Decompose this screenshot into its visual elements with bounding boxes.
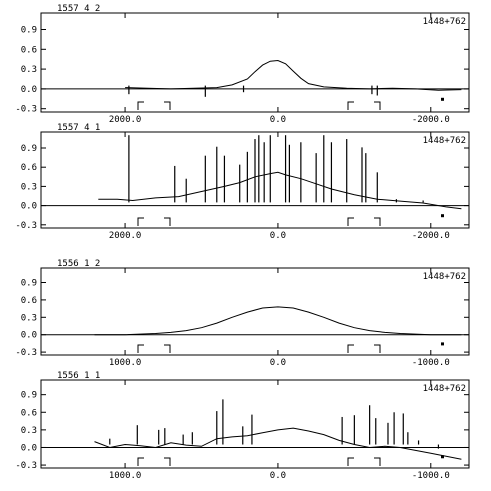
window-bracket [374, 457, 381, 466]
y-tick-label: 0.6 [21, 296, 37, 306]
window-bracket [374, 217, 381, 226]
source-label: 1448+762 [423, 17, 466, 27]
y-tick-label: 0.0 [21, 85, 37, 95]
x-tick-label: 0.0 [270, 115, 286, 125]
panel-header: 1556 1 1 [57, 371, 100, 381]
y-tick-label: 0.0 [21, 331, 37, 341]
y-tick-label: -0.3 [15, 348, 37, 358]
window-bracket [137, 457, 144, 466]
panel-header: 1556 1 2 [57, 259, 100, 269]
y-tick-label: -0.3 [15, 221, 37, 231]
x-tick-label: 2000.0 [109, 115, 142, 125]
y-tick-label: 0.0 [21, 443, 37, 453]
x-tick-label: -1000.0 [412, 471, 450, 481]
y-tick-label: -0.3 [15, 461, 37, 471]
x-tick-label: -2000.0 [412, 231, 450, 241]
end-marker [441, 97, 444, 101]
chart-panel-4: 1556 1 1 1448+762 -0.3 0.0 0.3 0.6 0.9 1000.0 0.… [15, 371, 470, 481]
window-bracket [164, 217, 171, 226]
y-tick-label: 0.9 [21, 279, 37, 289]
x-tick-label: -2000.0 [412, 115, 450, 125]
y-tick-label: 0.6 [21, 408, 37, 418]
window-bracket [347, 344, 354, 353]
plot-frame [40, 267, 470, 356]
end-marker [441, 342, 444, 346]
window-bracket [137, 217, 144, 226]
y-tick-label: 0.6 [21, 45, 37, 55]
window-bracket [374, 344, 381, 353]
y-tick-label: 0.6 [21, 163, 37, 173]
source-label: 1448+762 [423, 136, 466, 146]
series-line [125, 59, 462, 91]
x-tick-label: 1000.0 [109, 471, 142, 481]
x-tick-label: 2000.0 [109, 231, 142, 241]
end-marker [441, 455, 444, 459]
x-tick-label: 1000.0 [109, 358, 142, 368]
window-bracket [347, 101, 354, 110]
chart-panel-1: 1557 4 2 1448+762 -0.3 0.0 0.3 0.6 0.9 2000.0 0.… [15, 4, 470, 125]
y-tick-label: 0.0 [21, 202, 37, 212]
window-bracket [164, 344, 171, 353]
x-tick-label: -1000.0 [412, 358, 450, 368]
series-line [94, 306, 462, 336]
window-bracket [164, 457, 171, 466]
y-tick-label: 0.3 [21, 313, 37, 323]
series-line [94, 427, 462, 460]
panel-header: 1557 4 1 [57, 123, 100, 133]
y-tick-label: 0.3 [21, 182, 37, 192]
chart-panel-2: 1557 4 1 1448+762 -0.3 0.0 0.3 0.6 0.9 2000.0 0.… [15, 123, 470, 241]
plot-frame [40, 379, 470, 469]
y-tick-label: -0.3 [15, 105, 37, 115]
window-bracket [137, 344, 144, 353]
window-bracket [137, 101, 144, 110]
y-tick-label: 0.3 [21, 65, 37, 75]
y-tick-label: 0.3 [21, 426, 37, 436]
x-tick-label: 0.0 [270, 471, 286, 481]
x-tick-label: 0.0 [270, 358, 286, 368]
window-bracket [347, 457, 354, 466]
plot-frame [40, 12, 470, 113]
source-label: 1448+762 [423, 384, 466, 394]
end-marker [441, 214, 444, 218]
window-bracket [347, 217, 354, 226]
y-tick-label: 0.9 [21, 26, 37, 36]
y-tick-label: 0.9 [21, 144, 37, 154]
y-tick-label: 0.9 [21, 391, 37, 401]
series-line [98, 171, 462, 210]
chart-panel-3: 1556 1 2 1448+762 -0.3 0.0 0.3 0.6 0.9 1000.0 0.… [15, 259, 470, 368]
x-tick-label: 0.0 [270, 231, 286, 241]
source-label: 1448+762 [423, 272, 466, 282]
window-bracket [164, 101, 171, 110]
window-bracket [374, 101, 381, 110]
plot-frame [40, 131, 470, 229]
panel-header: 1557 4 2 [57, 4, 100, 14]
